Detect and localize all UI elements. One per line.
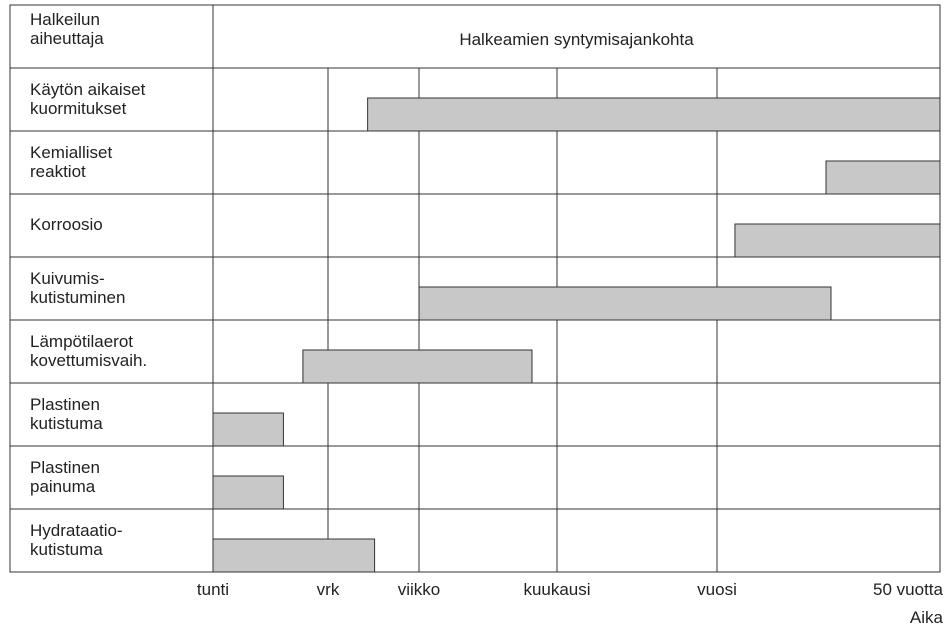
x-axis-label: Aika — [909, 608, 943, 627]
row-label: Plastinen painuma — [30, 457, 100, 496]
row-label: Kuivumis- kutistuminen — [30, 268, 126, 307]
x-tick-label: kuukausi — [523, 580, 591, 599]
row-label: Lämpötilaerot kovettumisvaih. — [30, 331, 148, 370]
x-tick-label: viikko — [397, 580, 441, 599]
row-label: Plastinen kutistuma — [30, 394, 103, 433]
x-tick-label: tunti — [196, 580, 230, 599]
row-label: Käytön aikaiset kuormitukset — [30, 79, 146, 118]
row-label: Korroosio — [30, 215, 103, 234]
table-frame — [9, 4, 941, 573]
range-bar — [212, 475, 284, 510]
range-bar — [212, 412, 284, 447]
row-label: Hydrataatio- kutistuma — [30, 520, 123, 559]
x-tick-label: vrk — [316, 580, 340, 599]
row-header: Halkeilun aiheuttaja — [30, 10, 104, 48]
x-tick-label: vuosi — [697, 580, 737, 599]
x-tick-label: 50 vuotta — [873, 580, 943, 599]
range-bar — [825, 160, 941, 195]
range-bar — [734, 223, 941, 258]
range-bar — [418, 286, 832, 321]
range-bar — [212, 538, 376, 573]
range-bar — [302, 349, 533, 384]
chart-title: Halkeamien syntymisajankohta — [459, 30, 694, 49]
range-bar — [367, 97, 941, 132]
row-label: Kemialliset reaktiot — [30, 142, 113, 181]
